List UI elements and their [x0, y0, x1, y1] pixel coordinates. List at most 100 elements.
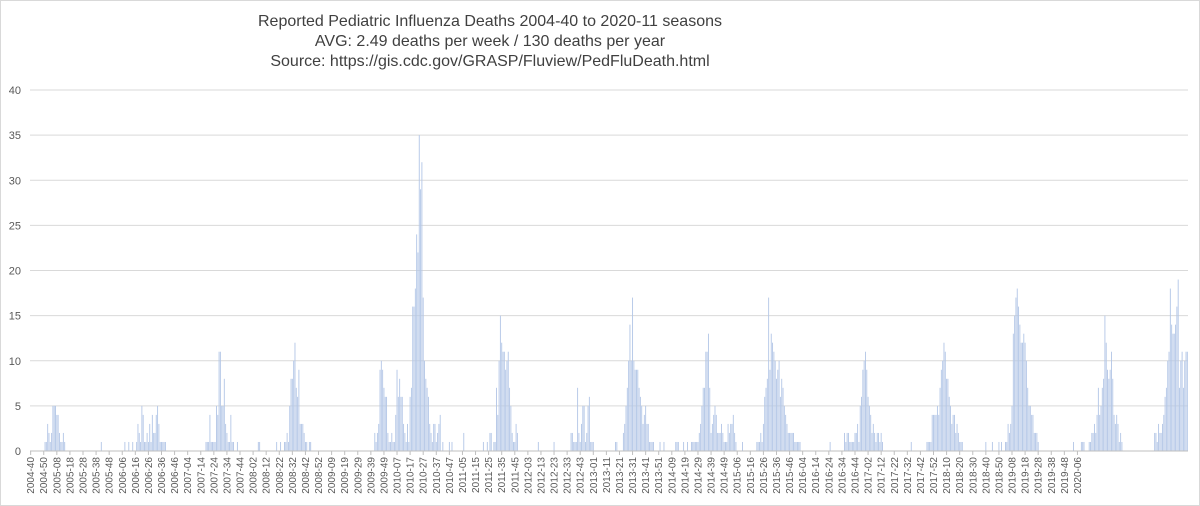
bar: [1016, 288, 1018, 451]
bar: [641, 405, 643, 452]
bar: [47, 423, 49, 451]
bar: [1015, 297, 1017, 451]
y-tick-label: 5: [15, 401, 21, 413]
bar: [426, 387, 428, 451]
bar: [727, 423, 729, 451]
bar: [850, 441, 852, 451]
bar: [1091, 432, 1093, 451]
bar: [772, 342, 774, 451]
bar: [868, 405, 870, 452]
x-tick-label: 2018-30: [968, 457, 979, 494]
bar: [223, 378, 225, 451]
bar: [1109, 369, 1111, 451]
bar: [765, 387, 767, 451]
bar: [410, 387, 412, 451]
bar: [414, 288, 416, 451]
bar-series: [44, 135, 1188, 452]
bar: [786, 423, 788, 451]
bar: [931, 414, 933, 451]
bar: [879, 441, 881, 451]
y-tick-label: 25: [9, 220, 21, 232]
bar: [776, 378, 777, 451]
bar: [574, 441, 576, 451]
x-tick-label: 2006-36: [157, 457, 168, 494]
bar: [383, 387, 385, 451]
bar: [227, 441, 229, 451]
chart-subtitle: AVG: 2.49 deaths per week / 130 deaths p…: [314, 33, 666, 50]
bar: [431, 441, 433, 451]
bar: [64, 441, 66, 451]
bar: [393, 441, 395, 451]
bar: [872, 423, 874, 451]
bar: [861, 396, 862, 451]
bar: [218, 351, 220, 451]
x-tick-label: 2019-18: [1021, 457, 1032, 494]
x-tick-label: 2015-06: [733, 457, 744, 494]
bar: [502, 351, 504, 451]
bar: [579, 441, 581, 451]
bar: [1121, 441, 1123, 451]
bar: [1175, 324, 1177, 451]
bar: [650, 441, 652, 451]
bar: [217, 414, 219, 451]
bar: [702, 387, 704, 451]
y-tick-label: 35: [9, 130, 21, 142]
bar: [1184, 360, 1186, 451]
bar: [1025, 360, 1027, 451]
bar: [379, 369, 381, 451]
bar: [1095, 432, 1097, 451]
bar: [1154, 432, 1156, 451]
bar: [1100, 405, 1102, 452]
bar: [693, 441, 695, 451]
bar: [948, 396, 950, 451]
x-tick-label: 2005-18: [65, 457, 76, 494]
x-tick-label: 2007-24: [209, 457, 220, 494]
bar: [642, 423, 644, 451]
x-tick-label: 2013-31: [628, 457, 639, 494]
bar: [429, 423, 431, 451]
bar: [799, 441, 801, 451]
bar: [489, 432, 491, 451]
bar: [1108, 378, 1110, 451]
bar: [581, 423, 582, 451]
bar: [714, 405, 716, 452]
bar: [421, 162, 423, 451]
bar: [783, 405, 785, 452]
x-tick-label: 2019-08: [1008, 457, 1019, 494]
bar: [1082, 441, 1084, 451]
bar: [760, 432, 762, 451]
chart-title-block: Reported Pediatric Influenza Deaths 2004…: [180, 12, 800, 72]
x-tick-label: 2013-01: [589, 457, 600, 494]
bar: [713, 414, 715, 451]
bar: [408, 441, 410, 451]
bar: [935, 414, 937, 451]
bar: [955, 432, 957, 451]
bar: [998, 441, 1000, 451]
x-tick-label: 2004-50: [39, 457, 50, 494]
x-tick-label: 2012-33: [563, 457, 574, 494]
bar: [417, 252, 419, 451]
bar: [636, 369, 637, 451]
bar: [953, 414, 955, 451]
bar: [626, 387, 628, 451]
bar: [439, 414, 441, 451]
bar: [1011, 405, 1013, 452]
bar: [405, 441, 407, 451]
bar: [210, 441, 212, 451]
bar: [144, 441, 145, 451]
y-tick-label: 30: [9, 175, 21, 187]
bar: [1111, 351, 1112, 451]
bar: [1012, 333, 1014, 451]
bar: [404, 432, 406, 451]
bar: [870, 414, 872, 451]
bar: [233, 441, 234, 451]
bar: [400, 396, 402, 451]
bar: [583, 405, 585, 452]
x-tick-label: 2017-02: [864, 457, 875, 494]
bar: [787, 432, 789, 451]
bar: [1022, 342, 1023, 451]
bar: [757, 441, 759, 451]
bar: [725, 441, 726, 451]
x-tick-label: 2006-16: [131, 457, 142, 494]
bar: [951, 423, 953, 451]
